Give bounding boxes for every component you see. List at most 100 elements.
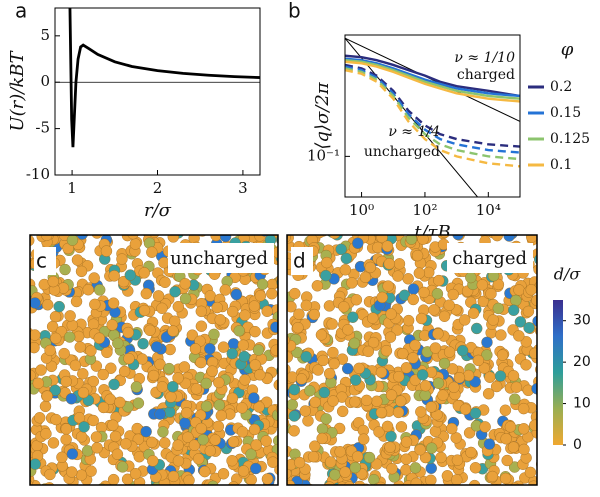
particle xyxy=(90,431,103,443)
particle xyxy=(208,328,220,341)
particle xyxy=(385,430,397,443)
plot-area xyxy=(345,37,520,197)
particle xyxy=(309,396,321,409)
particle xyxy=(431,288,444,300)
particle xyxy=(451,474,463,485)
particle xyxy=(209,434,221,446)
particle xyxy=(30,466,31,473)
y-axis-label: U(r)/kBT xyxy=(7,49,28,131)
particle xyxy=(152,290,165,302)
particle xyxy=(292,321,304,334)
particle xyxy=(485,288,497,300)
particle xyxy=(425,442,438,454)
particle xyxy=(118,365,131,378)
particle xyxy=(226,305,239,318)
particle xyxy=(146,436,158,448)
particle xyxy=(87,375,100,388)
particle xyxy=(409,462,422,474)
particle xyxy=(254,290,267,302)
particle xyxy=(60,375,72,388)
particle xyxy=(321,256,333,269)
particle xyxy=(63,331,76,343)
particle xyxy=(107,473,120,485)
particle xyxy=(395,421,408,433)
particle xyxy=(287,364,291,375)
particle xyxy=(226,455,238,467)
particle xyxy=(236,402,248,414)
particle xyxy=(159,276,171,288)
y-tick-label: 5 xyxy=(40,26,50,44)
particle xyxy=(329,235,341,239)
particle xyxy=(250,439,262,451)
particle xyxy=(518,423,530,435)
snapshot-frame xyxy=(286,234,538,486)
particle xyxy=(245,448,257,460)
particle xyxy=(405,235,418,245)
particle xyxy=(179,278,191,290)
particle xyxy=(112,337,124,350)
particle xyxy=(78,421,90,433)
particle xyxy=(385,389,398,401)
particle xyxy=(82,284,94,296)
particle xyxy=(446,363,459,375)
particle xyxy=(44,344,56,357)
particle xyxy=(413,267,426,279)
particle xyxy=(252,344,265,356)
particle xyxy=(66,448,79,460)
particle xyxy=(195,320,208,332)
particle xyxy=(343,481,355,485)
particle xyxy=(91,235,103,239)
caption-bg xyxy=(168,243,274,273)
particle xyxy=(391,324,403,336)
particle xyxy=(307,450,320,463)
particle xyxy=(178,361,191,373)
particle xyxy=(306,483,314,485)
particle xyxy=(522,305,535,318)
particle xyxy=(510,294,522,307)
particle xyxy=(435,451,447,464)
particle xyxy=(250,462,262,475)
particle xyxy=(237,339,250,351)
particle xyxy=(287,371,298,383)
particle xyxy=(362,345,374,358)
particle xyxy=(66,319,79,332)
particle xyxy=(419,380,432,392)
particle xyxy=(204,445,216,457)
particle xyxy=(227,436,240,448)
particle xyxy=(472,354,485,367)
particle xyxy=(188,439,201,451)
particle xyxy=(484,371,496,383)
particle xyxy=(214,314,226,326)
particle xyxy=(334,446,346,458)
legend-title: φ xyxy=(561,39,574,60)
particle xyxy=(346,277,358,289)
particle xyxy=(425,462,437,474)
particle xyxy=(66,235,79,246)
particle xyxy=(425,474,437,485)
particle xyxy=(358,433,370,445)
particle xyxy=(386,462,398,475)
particle xyxy=(400,436,413,448)
particle xyxy=(409,339,421,351)
particle xyxy=(138,267,150,279)
particle xyxy=(465,446,477,459)
particle xyxy=(513,284,525,296)
particle xyxy=(156,302,168,314)
particle xyxy=(233,325,245,337)
particle xyxy=(226,347,238,360)
annotation: uncharged xyxy=(364,144,440,160)
particle xyxy=(349,374,362,386)
particle xyxy=(518,443,530,456)
particle xyxy=(351,450,364,463)
particle xyxy=(468,479,481,485)
particle xyxy=(438,310,451,322)
x-tick-label: 10⁰ xyxy=(349,201,374,219)
particle xyxy=(469,407,482,419)
particle xyxy=(300,299,313,312)
particle xyxy=(451,454,464,466)
particle xyxy=(69,359,82,372)
axes-frame xyxy=(54,7,261,176)
particle xyxy=(195,422,207,435)
particle xyxy=(428,304,440,316)
